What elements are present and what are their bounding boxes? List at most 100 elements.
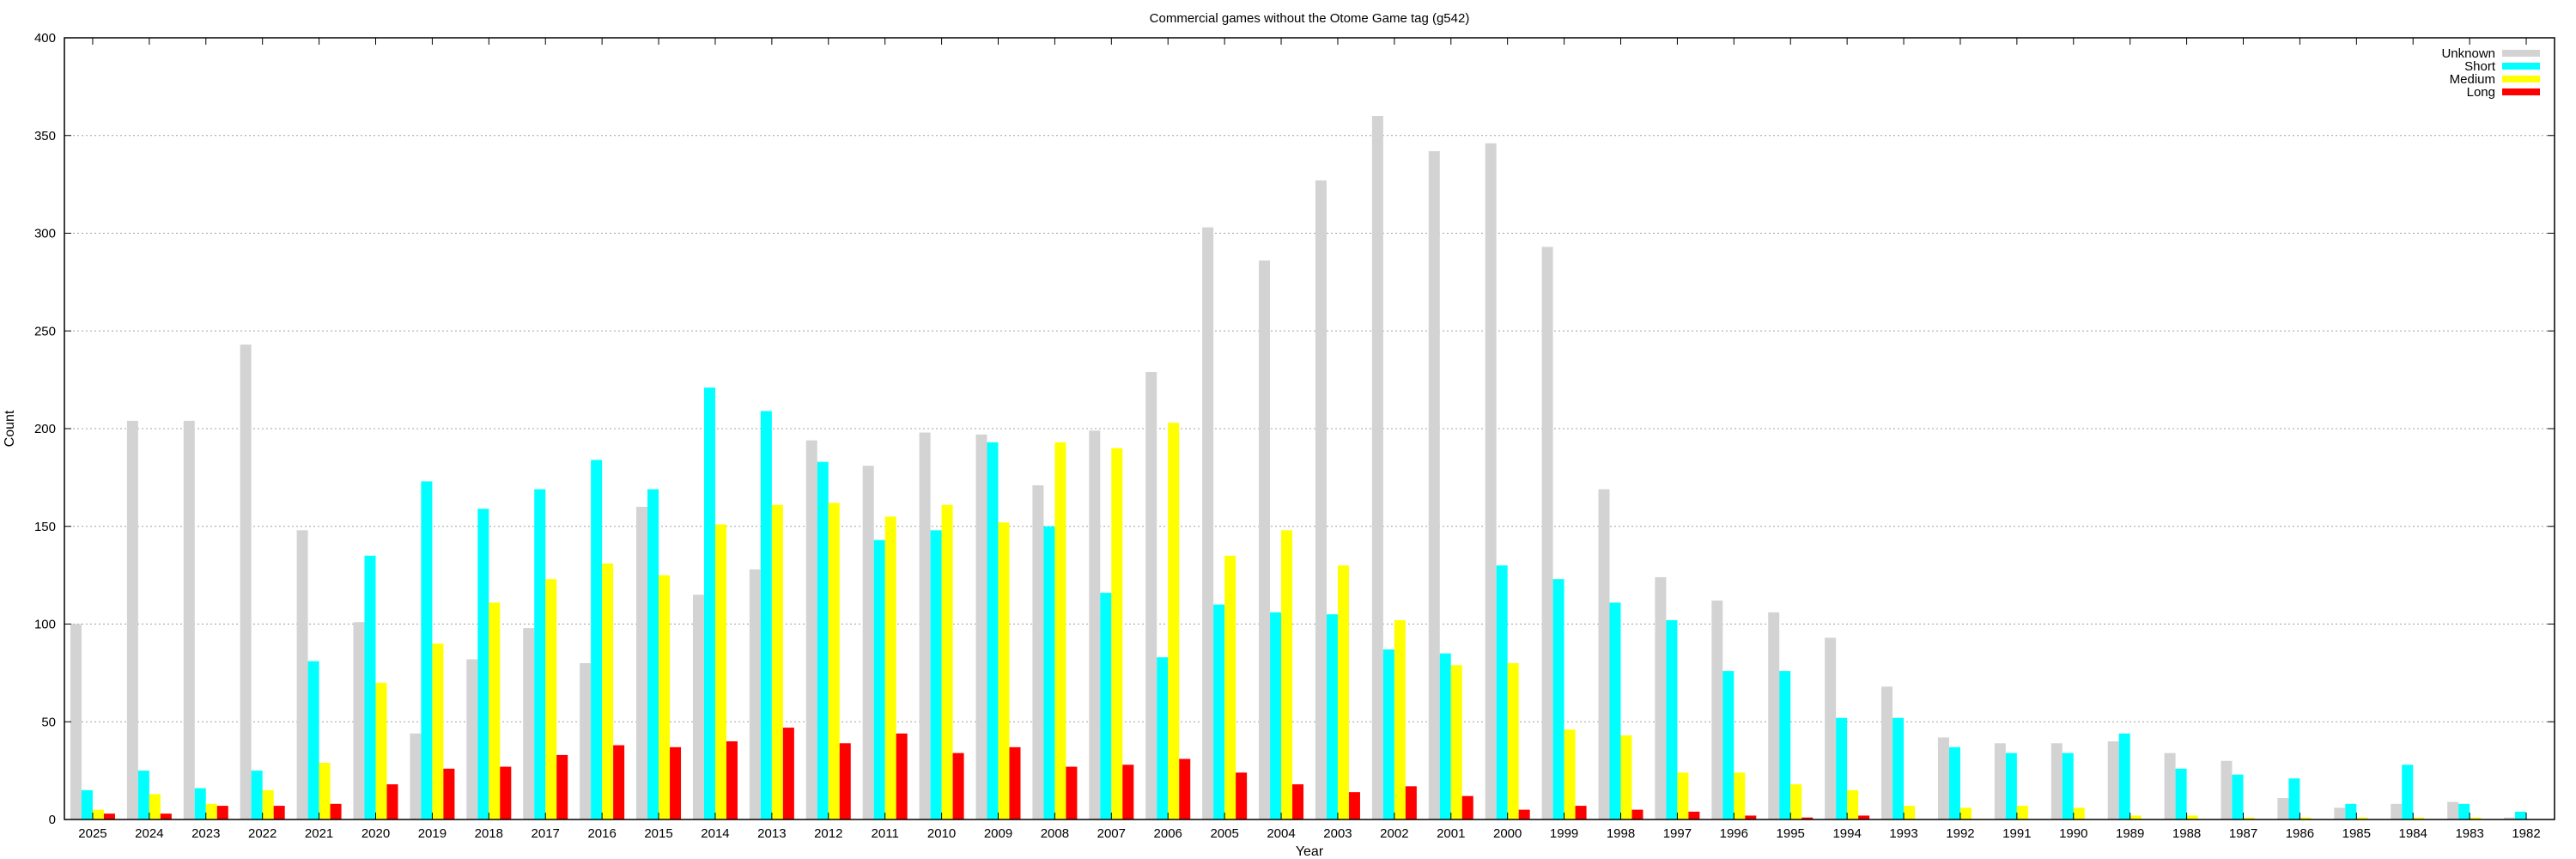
bar-unknown-1996 bbox=[1711, 600, 1723, 819]
x-tick-label: 1998 bbox=[1607, 826, 1635, 841]
bar-long-2025 bbox=[103, 813, 115, 819]
bar-unknown-1992 bbox=[1937, 737, 1949, 819]
bar-medium-1983 bbox=[2470, 817, 2482, 819]
bar-medium-1989 bbox=[2129, 815, 2142, 819]
bar-medium-2021 bbox=[319, 763, 331, 819]
bar-short-1997 bbox=[1666, 619, 1678, 819]
bar-medium-2024 bbox=[149, 794, 161, 819]
bar-short-2012 bbox=[817, 461, 829, 819]
bar-medium-2009 bbox=[998, 522, 1010, 819]
bar-medium-2015 bbox=[659, 575, 671, 819]
bar-long-2008 bbox=[1066, 766, 1078, 819]
bar-long-1996 bbox=[1745, 815, 1757, 819]
bar-unknown-2010 bbox=[919, 432, 931, 819]
bar-short-2005 bbox=[1213, 604, 1225, 819]
x-tick-label: 2019 bbox=[418, 826, 447, 841]
bar-unknown-2005 bbox=[1202, 227, 1214, 819]
bar-unknown-2007 bbox=[1089, 430, 1101, 819]
x-tick-label: 1990 bbox=[2059, 826, 2087, 841]
bar-unknown-2000 bbox=[1485, 143, 1497, 820]
bar-long-2018 bbox=[500, 766, 512, 819]
x-tick-label: 1999 bbox=[1550, 826, 1578, 841]
bar-unknown-2009 bbox=[975, 434, 987, 819]
x-tick-label: 2010 bbox=[927, 826, 956, 841]
bar-unknown-1997 bbox=[1655, 576, 1667, 819]
bar-unknown-2014 bbox=[692, 594, 704, 819]
bar-medium-1992 bbox=[1959, 807, 1971, 819]
bar-long-2015 bbox=[670, 746, 682, 819]
x-tick-label: 2004 bbox=[1267, 826, 1295, 841]
x-tick-label: 1995 bbox=[1777, 826, 1805, 841]
bar-short-2004 bbox=[1270, 612, 1282, 819]
bar-short-2024 bbox=[137, 771, 149, 819]
bar-short-1988 bbox=[2175, 768, 2187, 819]
x-tick-label: 1982 bbox=[2512, 826, 2540, 841]
y-tick-label: 150 bbox=[34, 520, 56, 534]
bar-unknown-2008 bbox=[1032, 484, 1044, 819]
bar-short-1999 bbox=[1552, 579, 1564, 819]
bar-unknown-2012 bbox=[805, 440, 817, 819]
bar-short-2010 bbox=[930, 530, 942, 819]
bar-short-1995 bbox=[1779, 671, 1791, 819]
bar-unknown-1985 bbox=[2334, 807, 2346, 819]
x-tick-label: 1985 bbox=[2342, 826, 2371, 841]
bar-unknown-2003 bbox=[1315, 180, 1327, 819]
bars bbox=[70, 116, 2527, 820]
x-tick-label: 2009 bbox=[984, 826, 1012, 841]
bar-short-1986 bbox=[2288, 778, 2300, 819]
x-tick-label: 2007 bbox=[1097, 826, 1126, 841]
bar-long-2022 bbox=[273, 806, 285, 819]
bar-medium-1998 bbox=[1620, 735, 1632, 819]
bar-medium-1993 bbox=[1904, 806, 1916, 819]
bar-medium-2011 bbox=[884, 516, 896, 819]
chart-title: Commercial games without the Otome Game … bbox=[1150, 11, 1470, 26]
bar-long-2021 bbox=[330, 803, 342, 819]
bar-short-2000 bbox=[1496, 565, 1508, 819]
x-tick-label: 2011 bbox=[872, 826, 899, 841]
y-tick-label: 0 bbox=[49, 813, 56, 827]
x-ticks: 2025 2024 2023 2022 2021 2020 2019 2018 2017 2016… bbox=[78, 38, 2541, 841]
bar-medium-2022 bbox=[262, 789, 274, 819]
bar-medium-1996 bbox=[1734, 772, 1746, 819]
bar-medium-1985 bbox=[2356, 817, 2368, 819]
bar-short-1990 bbox=[2062, 752, 2074, 819]
bar-short-1989 bbox=[2118, 733, 2130, 819]
bar-short-1993 bbox=[1893, 717, 1905, 819]
bar-medium-2008 bbox=[1054, 442, 1066, 819]
bar-unknown-1995 bbox=[1768, 612, 1780, 819]
bar-medium-2019 bbox=[432, 643, 444, 819]
bar-long-2007 bbox=[1122, 765, 1134, 819]
bar-unknown-1987 bbox=[2221, 760, 2233, 819]
x-tick-label: 2017 bbox=[532, 826, 560, 841]
x-tick-label: 1996 bbox=[1720, 826, 1748, 841]
bar-unknown-2023 bbox=[183, 420, 195, 819]
x-tick-label: 2008 bbox=[1041, 826, 1069, 841]
bar-unknown-2021 bbox=[296, 530, 308, 819]
bar-long-2012 bbox=[839, 743, 851, 819]
bar-long-2017 bbox=[556, 754, 568, 819]
x-tick-label: 2003 bbox=[1323, 826, 1352, 841]
bar-medium-2014 bbox=[714, 524, 726, 819]
bar-short-1996 bbox=[1722, 671, 1735, 819]
legend-swatch-short bbox=[2502, 63, 2540, 70]
gridlines bbox=[64, 135, 2555, 722]
x-tick-label: 2016 bbox=[587, 826, 616, 841]
x-tick-label: 2013 bbox=[757, 826, 786, 841]
bar-short-2006 bbox=[1157, 657, 1169, 819]
bar-unknown-2024 bbox=[126, 420, 138, 819]
bar-medium-2010 bbox=[941, 504, 953, 819]
bar-unknown-1993 bbox=[1881, 686, 1893, 819]
bar-unknown-2022 bbox=[240, 344, 252, 819]
bar-medium-2007 bbox=[1111, 448, 1123, 819]
bar-unknown-1989 bbox=[2107, 741, 2119, 819]
bar-long-2013 bbox=[782, 728, 794, 819]
bar-long-1994 bbox=[1858, 815, 1870, 819]
bar-unknown-2015 bbox=[636, 507, 648, 819]
legend-label-long: Long bbox=[2467, 85, 2495, 100]
bar-medium-1991 bbox=[2016, 806, 2028, 819]
x-tick-label: 2012 bbox=[814, 826, 842, 841]
bar-long-2014 bbox=[726, 741, 738, 819]
bar-long-2006 bbox=[1179, 758, 1191, 819]
legend-swatch-medium bbox=[2502, 76, 2540, 82]
x-tick-label: 2020 bbox=[361, 826, 390, 841]
